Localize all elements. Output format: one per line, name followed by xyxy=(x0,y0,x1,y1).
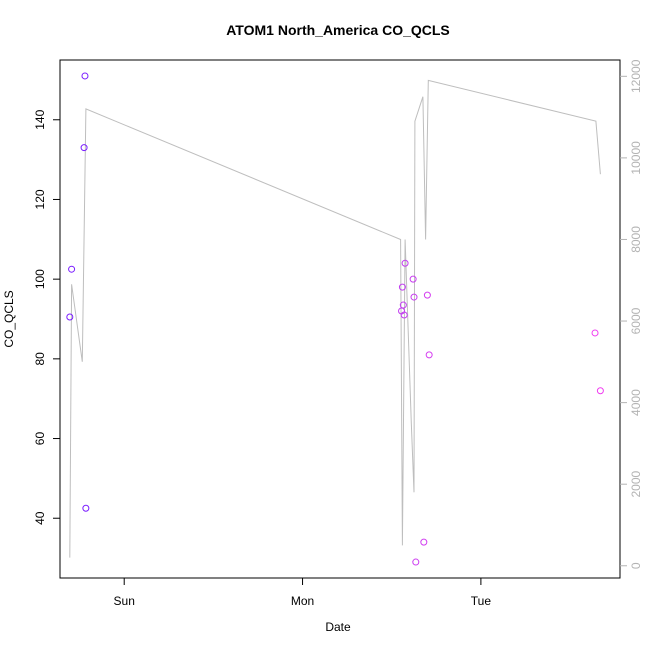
y-axis-label: CO_QCLS xyxy=(2,290,16,347)
right-y-tick-label: 6000 xyxy=(629,307,643,334)
data-point xyxy=(82,504,90,512)
left-y-tick-label: 140 xyxy=(33,109,47,129)
data-point xyxy=(591,329,599,337)
x-tick-label: Tue xyxy=(471,594,492,608)
data-point xyxy=(401,259,409,267)
right-y-tick-label: 0 xyxy=(629,562,643,569)
data-point xyxy=(66,313,74,321)
secondary-series-line xyxy=(69,79,601,558)
data-point xyxy=(400,311,408,319)
right-y-tick-label: 4000 xyxy=(629,389,643,416)
chart-title: ATOM1 North_America CO_QCLS xyxy=(226,22,450,38)
data-point xyxy=(68,265,76,273)
data-point xyxy=(420,538,428,546)
right-y-axis: 0 2000 4000 6000 8000 10000 12000 xyxy=(620,59,643,569)
x-tick-label: Mon xyxy=(291,594,314,608)
x-tick-label: Sun xyxy=(114,594,135,608)
left-y-axis: 40 60 80 100 120 140 xyxy=(33,109,60,525)
data-point xyxy=(425,351,433,359)
left-y-tick-label: 120 xyxy=(33,189,47,209)
right-y-tick-label: 10000 xyxy=(629,141,643,175)
right-y-tick-label: 2000 xyxy=(629,471,643,498)
left-y-tick-label: 40 xyxy=(33,511,47,525)
data-point xyxy=(423,291,431,299)
left-y-tick-label: 60 xyxy=(33,432,47,446)
data-point xyxy=(81,72,89,80)
left-y-tick-label: 80 xyxy=(33,352,47,366)
data-point xyxy=(398,283,406,291)
x-axis-label: Date xyxy=(325,620,351,634)
x-axis: Sun Mon Tue xyxy=(114,578,492,608)
plot-area-border xyxy=(59,59,621,579)
data-point xyxy=(80,144,88,152)
data-point xyxy=(410,293,418,301)
series-line xyxy=(69,79,601,558)
left-y-tick-label: 100 xyxy=(33,269,47,289)
data-point xyxy=(596,387,604,395)
primary-series-points xyxy=(66,72,604,566)
right-y-tick-label: 8000 xyxy=(629,226,643,253)
data-point xyxy=(399,301,407,309)
right-y-tick-label: 12000 xyxy=(629,59,643,93)
data-point xyxy=(409,275,417,283)
data-point xyxy=(412,558,420,566)
